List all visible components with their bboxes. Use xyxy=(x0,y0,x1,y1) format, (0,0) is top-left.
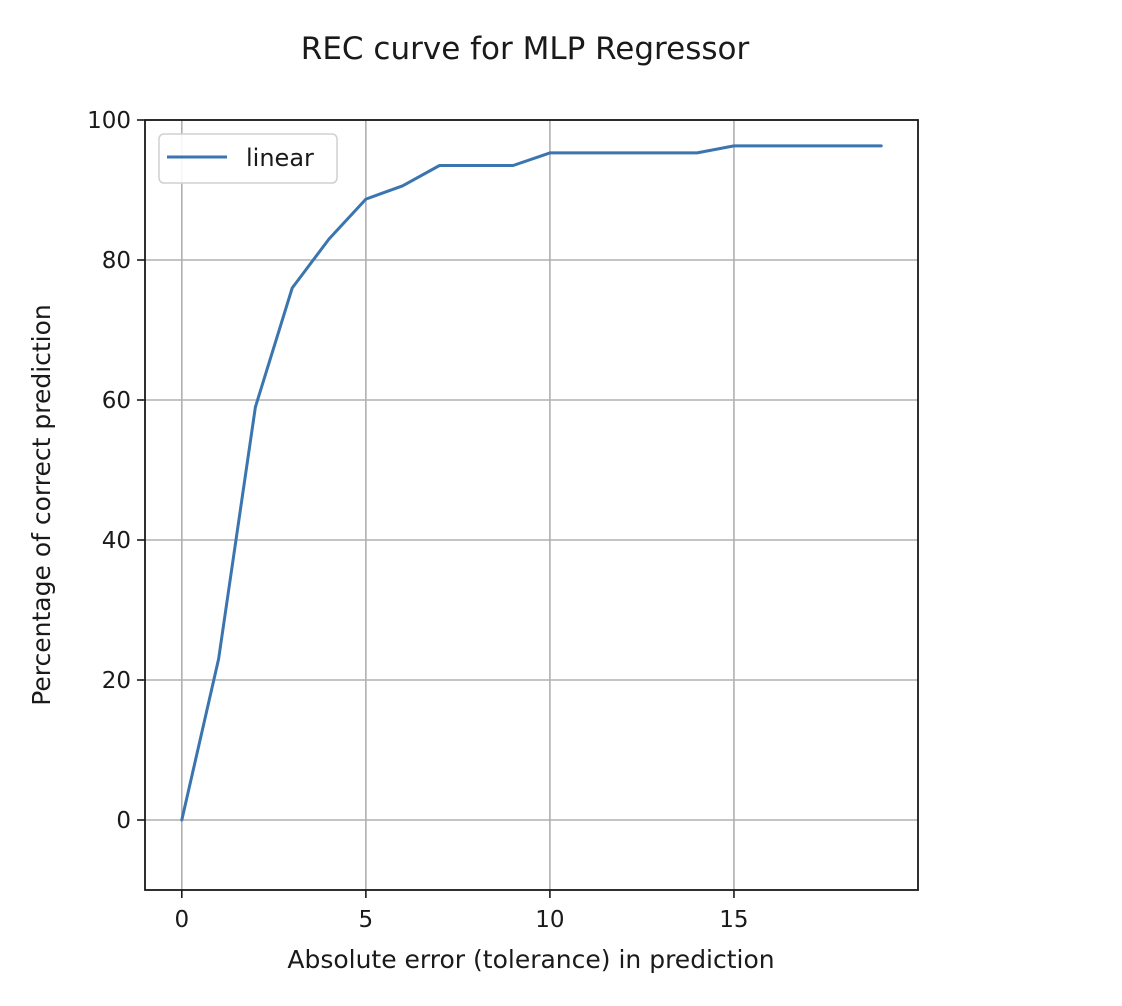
y-tick-label-1: 20 xyxy=(102,668,131,694)
legend-label-linear: linear xyxy=(246,144,314,172)
series-layer xyxy=(180,144,883,822)
y-tick-label-2: 40 xyxy=(102,528,131,554)
x-tick-label-0: 0 xyxy=(174,907,189,933)
y-tick-label-4: 80 xyxy=(102,248,131,274)
chart-title: REC curve for MLP Regressor xyxy=(301,31,750,67)
plot-area-frame xyxy=(144,119,919,891)
legend-frame xyxy=(158,133,338,184)
y-tick-label-5: 100 xyxy=(87,108,131,134)
y-tick-label-3: 60 xyxy=(102,388,131,414)
axis-ticks: 0 5 10 15 0 20 40 60 80 100 xyxy=(87,108,748,933)
x-axis-label: Absolute error (tolerance) in prediction xyxy=(287,945,774,974)
legend: linear xyxy=(158,133,338,184)
y-axis-label: Percentage of correct prediction xyxy=(27,304,56,706)
x-tick-label-2: 10 xyxy=(535,907,564,933)
y-tick-label-0: 0 xyxy=(116,808,131,834)
series-line-linear xyxy=(180,144,883,822)
x-tick-label-3: 15 xyxy=(719,907,748,933)
x-tick-label-1: 5 xyxy=(359,907,374,933)
